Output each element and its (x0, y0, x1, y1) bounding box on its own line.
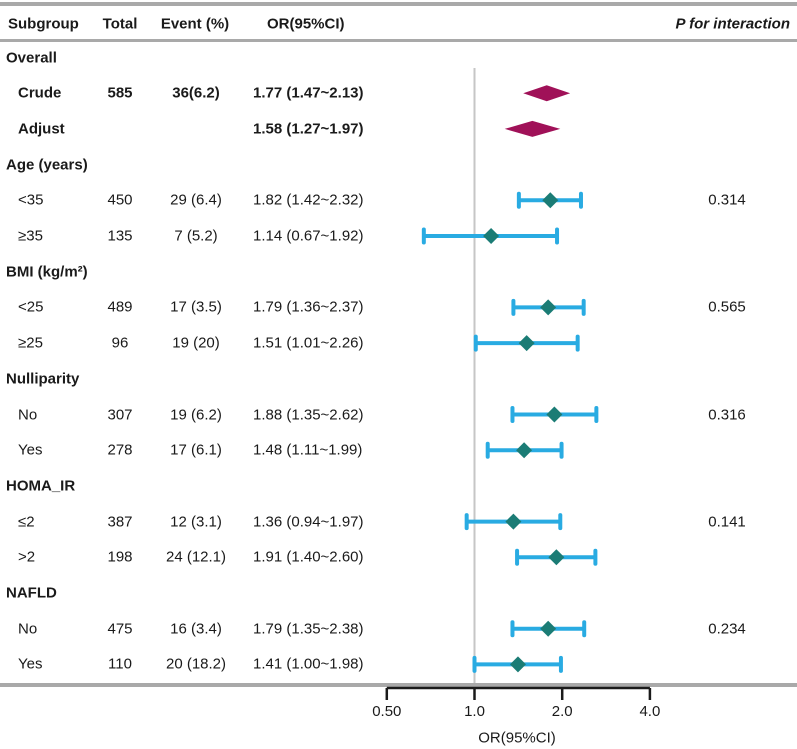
row-event: 20 (18.2) (165, 655, 227, 673)
row-or-ci: 1.51 (1.01~2.26) (253, 334, 364, 352)
row-or-ci: 1.36 (0.94~1.97) (253, 513, 364, 531)
x-axis-tick-label: 1.0 (464, 703, 485, 720)
row-label: Adjust (18, 120, 65, 138)
row-label: Crude (18, 84, 62, 102)
row-label: <35 (18, 191, 44, 209)
row-total: 475 (107, 620, 133, 638)
section-label: NAFLD (6, 584, 57, 602)
section-label: BMI (kg/m²) (6, 263, 88, 281)
col-header-p-interaction: P for interaction (675, 15, 790, 33)
row-p-value: 0.314 (708, 191, 746, 209)
row-total: 198 (107, 548, 133, 566)
row-label: ≥35 (18, 227, 43, 245)
bottom-rule (0, 683, 797, 687)
section-label: Nulliparity (6, 370, 80, 388)
row-event: 19 (6.2) (170, 406, 222, 423)
row-event: 16 (3.4) (170, 620, 222, 638)
point-estimate-marker (548, 549, 565, 566)
row-event: 17 (3.5) (170, 298, 222, 316)
x-axis-title: OR(95%CI) (478, 729, 556, 747)
row-or-ci: 1.48 (1.11~1.99) (253, 441, 363, 459)
point-estimate-marker (542, 192, 559, 209)
x-axis-tick-label: 4.0 (639, 703, 660, 720)
row-event: 24 (12.1) (165, 548, 227, 566)
row-label: ≥25 (18, 334, 43, 352)
row-or-ci: 1.82 (1.42~2.32) (253, 191, 364, 209)
row-label: No (18, 406, 38, 423)
section-label: Overall (6, 49, 57, 66)
col-header-total: Total (102, 15, 138, 33)
row-total: 110 (108, 655, 132, 673)
row-or-ci: 1.88 (1.35~2.62) (253, 406, 364, 423)
point-estimate-marker (546, 406, 563, 423)
col-header-or: OR(95%CI) (267, 15, 345, 33)
point-estimate-marker (509, 656, 526, 673)
row-event: 12 (3.1) (170, 513, 222, 531)
row-event: 7 (5.2) (174, 227, 218, 245)
section-label: HOMA_IR (6, 477, 76, 495)
row-or-ci: 1.41 (1.00~1.98) (253, 655, 364, 673)
col-header-subgroup: Subgroup (8, 15, 79, 33)
section-label: Age (years) (6, 156, 88, 174)
row-total: 307 (107, 406, 133, 423)
row-or-ci: 1.58 (1.27~1.97) (253, 120, 364, 138)
row-total: 489 (107, 298, 133, 316)
point-estimate-marker (483, 228, 500, 244)
summary-diamond (504, 120, 561, 137)
row-or-ci: 1.14 (0.67~1.92) (253, 227, 364, 245)
row-total: 278 (107, 441, 133, 459)
row-total: 450 (107, 191, 133, 209)
row-total: 387 (107, 513, 133, 531)
header-rule (0, 39, 797, 42)
row-or-ci: 1.79 (1.36~2.37) (253, 298, 364, 316)
x-axis-tick-label: 2.0 (552, 703, 573, 720)
row-total: 585 (107, 84, 133, 102)
row-or-ci: 1.91 (1.40~2.60) (253, 548, 364, 566)
row-total: 135 (107, 227, 133, 245)
row-or-ci: 1.77 (1.47~2.13) (253, 84, 364, 102)
row-event: 17 (6.1) (170, 441, 222, 459)
row-total: 96 (111, 334, 129, 352)
row-label: Yes (18, 655, 43, 673)
row-label: ≤2 (18, 513, 35, 531)
row-label: >2 (18, 548, 36, 566)
top-rule (0, 2, 797, 6)
point-estimate-marker (540, 620, 557, 637)
summary-diamond (523, 85, 571, 102)
row-or-ci: 1.79 (1.35~2.38) (253, 620, 364, 638)
row-event: 36(6.2) (172, 84, 220, 102)
row-p-value: 0.316 (708, 406, 746, 423)
point-estimate-marker (540, 299, 557, 316)
x-axis-tick-label: 0.50 (372, 703, 401, 720)
point-estimate-marker (518, 335, 535, 352)
row-p-value: 0.141 (708, 513, 746, 531)
row-label: No (18, 620, 38, 638)
row-p-value: 0.565 (708, 298, 746, 316)
row-p-value: 0.234 (708, 620, 746, 638)
row-label: <25 (18, 298, 44, 316)
point-estimate-marker (505, 513, 522, 530)
col-header-event: Event (%) (160, 15, 230, 33)
row-label: Yes (18, 441, 43, 459)
row-event: 29 (6.4) (170, 191, 222, 209)
point-estimate-marker (516, 442, 533, 459)
row-event: 19 (20) (172, 334, 220, 352)
